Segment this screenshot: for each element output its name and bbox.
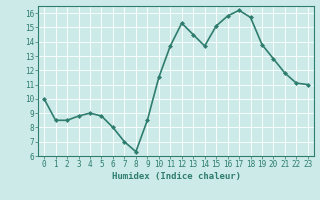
X-axis label: Humidex (Indice chaleur): Humidex (Indice chaleur) [111,172,241,181]
